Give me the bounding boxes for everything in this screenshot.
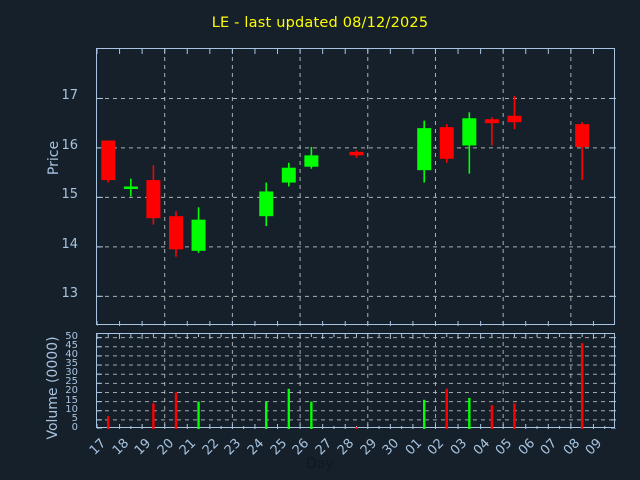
x-tick-label: 21 <box>177 436 200 459</box>
x-tick-label: 27 <box>312 436 335 459</box>
x-tick-label: 18 <box>109 436 132 459</box>
volume-tick-label: 45 <box>65 339 78 351</box>
x-tick-label: 24 <box>244 436 268 459</box>
x-tick-label: 29 <box>357 436 380 459</box>
x-tick-label: 22 <box>199 436 222 459</box>
x-tick-label: 26 <box>289 436 313 459</box>
chart-title: LE - last updated 08/12/2025 <box>211 15 429 31</box>
volume-tick-label: 35 <box>65 358 78 370</box>
x-tick-label: 28 <box>335 436 358 459</box>
x-tick-label: 09 <box>583 436 606 459</box>
volume-bars <box>97 334 616 429</box>
x-tick-label: 03 <box>447 436 471 459</box>
x-tick-label: 20 <box>154 436 177 459</box>
volume-plot-area <box>96 333 616 429</box>
x-tick-label: 02 <box>425 436 448 459</box>
volume-tick-label: 40 <box>65 348 78 360</box>
price-tick-label: 13 <box>61 286 78 302</box>
x-axis-label: Day <box>306 456 334 472</box>
price-tick-label: 15 <box>61 187 78 203</box>
x-tick-label: 30 <box>380 436 403 459</box>
price-tick-label: 14 <box>61 236 78 252</box>
volume-tick-label: 0 <box>71 422 78 433</box>
volume-tick-label: 10 <box>65 403 78 415</box>
volume-tick-label: 30 <box>65 367 78 379</box>
volume-tick-label: 20 <box>65 385 78 397</box>
x-tick-label: 07 <box>538 436 561 459</box>
price-candles <box>97 49 616 326</box>
price-plot-area <box>96 48 616 326</box>
x-tick-label: 19 <box>131 436 155 459</box>
x-tick-label: 25 <box>267 436 290 459</box>
x-tick-label: 05 <box>493 436 516 459</box>
x-tick-label: 17 <box>86 436 110 459</box>
volume-tick-label: 15 <box>65 394 78 406</box>
volume-tick-label: 5 <box>71 412 78 424</box>
x-tick-label: 06 <box>515 436 538 459</box>
x-tick-label: 01 <box>402 436 426 459</box>
x-tick-label: 23 <box>222 436 245 459</box>
x-tick-label: 04 <box>470 436 493 459</box>
x-tick-label: 08 <box>560 436 584 459</box>
volume-tick-label: 50 <box>65 330 78 342</box>
price-tick-label: 16 <box>61 137 78 153</box>
volume-tick-label: 25 <box>65 376 78 388</box>
price-tick-label: 17 <box>61 88 78 104</box>
